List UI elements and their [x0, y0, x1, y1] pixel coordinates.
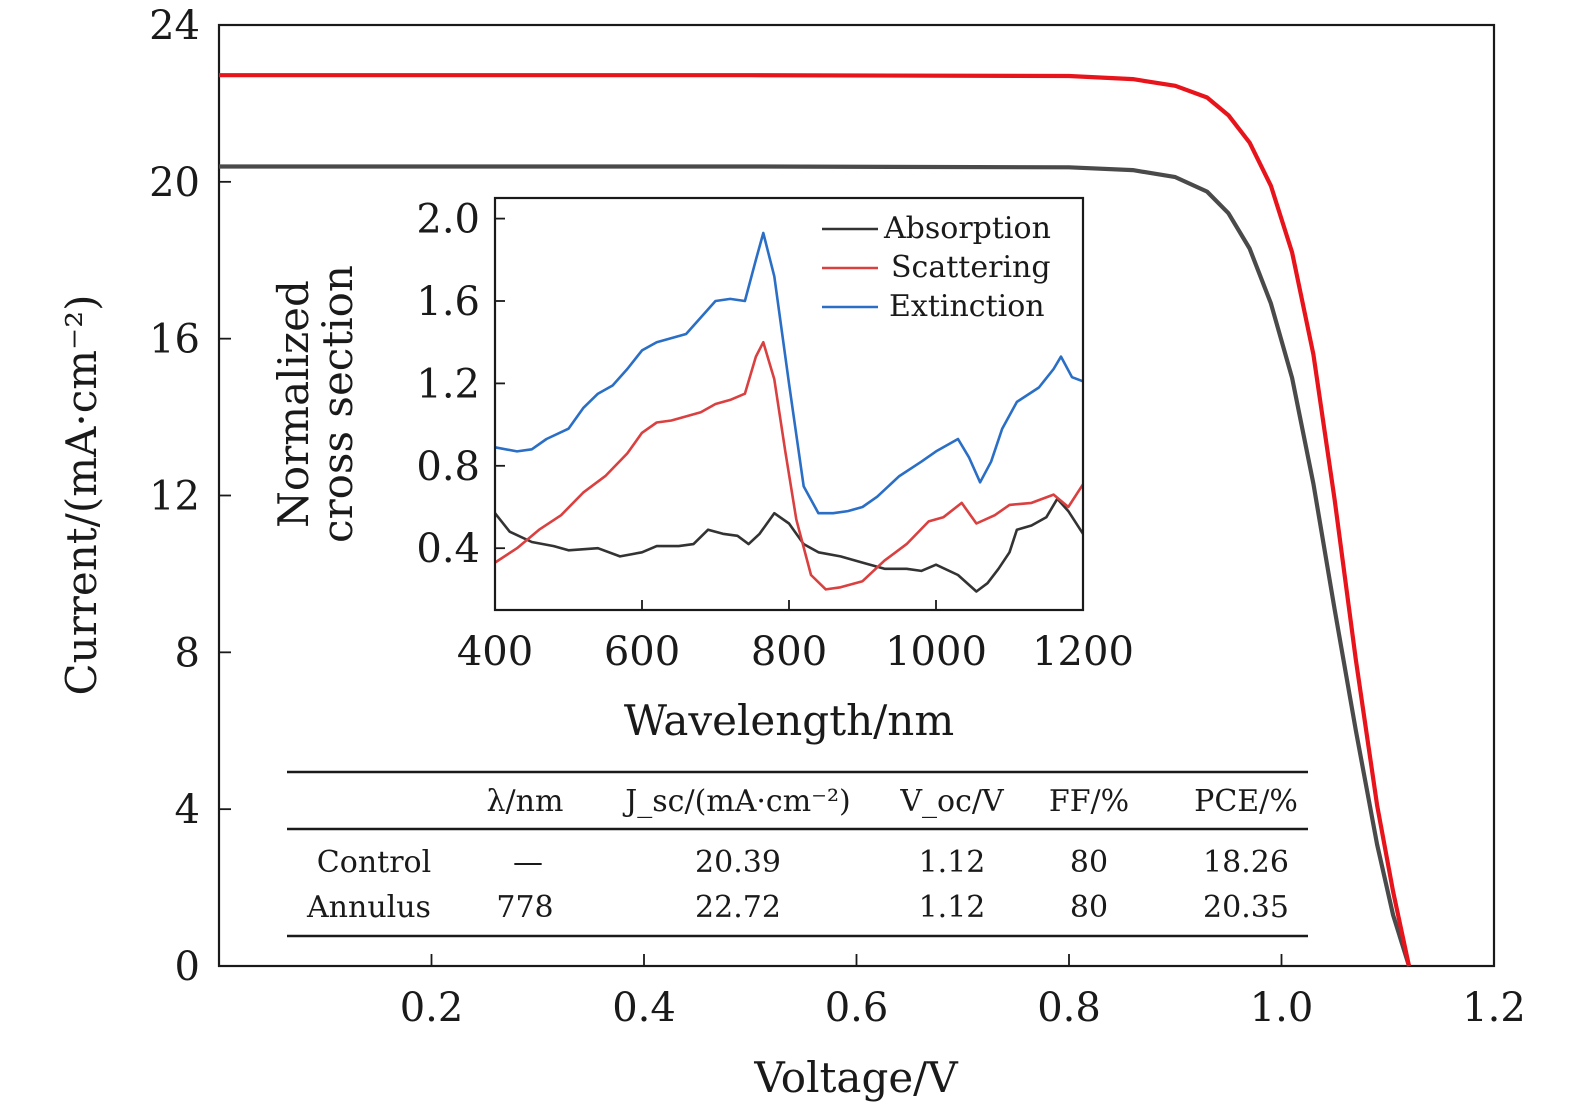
x-tick-label: 1.0 — [1250, 985, 1314, 1031]
table-header-ff: FF/% — [1049, 784, 1129, 819]
series-annulus-line — [219, 73, 1412, 967]
table-row-label: Annulus — [306, 890, 431, 925]
inset-y-tick-label: 1.6 — [416, 279, 480, 325]
inset-x-tick-label: 800 — [751, 629, 827, 675]
table-cell-pce: 18.26 — [1203, 845, 1289, 880]
inset-series-scattering-line — [494, 340, 1085, 591]
series-control-line — [219, 164, 1412, 967]
table-cell-voc: 1.12 — [919, 845, 986, 880]
inset-series-extinction-line — [494, 231, 1084, 515]
y-tick-label: 8 — [175, 630, 200, 676]
inset-x-tick-label: 400 — [457, 629, 533, 675]
table-row-label: Control — [317, 845, 431, 880]
table-header-jsc: J_sc/(mA·cm⁻²) — [622, 784, 851, 819]
table-cell-pce: 20.35 — [1203, 890, 1289, 925]
inset-y-axis-label-line1: Normalized — [269, 280, 318, 528]
inset-y-tick-label: 0.4 — [416, 526, 480, 572]
inset-y-tick-label: 2.0 — [416, 197, 480, 243]
table-cell-lambda: 778 — [496, 890, 553, 925]
y-tick-label: 12 — [149, 474, 200, 520]
inset-x-axis-label: Wavelength/nm — [624, 696, 954, 745]
y-tick-label: 20 — [149, 160, 200, 206]
table-cell-lambda: — — [513, 845, 543, 880]
main-y-axis-label: Current/(mA·cm⁻²) — [57, 295, 106, 696]
x-tick-label: 1.2 — [1462, 985, 1526, 1031]
table-cell-ff: 80 — [1070, 890, 1108, 925]
legend-label-absorption: Absorption — [883, 211, 1051, 246]
table-header-voc: V_oc/V — [899, 784, 1005, 819]
parameter-table: λ/nm J_sc/(mA·cm⁻²) V_oc/V FF/% PCE/% Co… — [287, 770, 1308, 938]
y-tick-label: 16 — [149, 317, 200, 363]
y-tick-label: 0 — [175, 944, 200, 990]
inset-x-tick-label: 600 — [604, 629, 680, 675]
table-cell-jsc: 20.39 — [695, 845, 781, 880]
legend-label-scattering: Scattering — [891, 250, 1051, 285]
table-header-pce: PCE/% — [1194, 784, 1298, 819]
main-ticks: 0.2 0.4 0.6 0.8 1.0 1.2 0 4 8 12 16 20 24 — [149, 3, 1526, 1031]
inset-y-tick-label: 0.8 — [416, 444, 480, 490]
main-series — [219, 73, 1412, 967]
y-tick-label: 4 — [175, 787, 200, 833]
x-tick-label: 0.6 — [825, 985, 889, 1031]
x-tick-label: 0.4 — [612, 985, 676, 1031]
inset-y-axis-label-line2: cross section — [313, 265, 362, 543]
legend-label-extinction: Extinction — [889, 289, 1045, 324]
inset-background — [495, 198, 1083, 610]
inset-ticks: 400 600 800 1000 1200 0.4 0.8 1.2 1.6 2.0 — [416, 197, 1134, 675]
x-tick-label: 0.8 — [1037, 985, 1101, 1031]
inset-x-tick-label: 1000 — [885, 629, 987, 675]
y-tick-label: 24 — [149, 3, 200, 49]
table-cell-jsc: 22.72 — [695, 890, 781, 925]
inset-legend: Absorption Scattering Extinction — [822, 211, 1051, 324]
x-tick-label: 0.2 — [400, 985, 464, 1031]
inset-y-tick-label: 1.2 — [416, 361, 480, 407]
inset-x-tick-label: 1200 — [1032, 629, 1134, 675]
main-x-axis-label: Voltage/V — [753, 1053, 958, 1102]
table-cell-voc: 1.12 — [919, 890, 986, 925]
table-cell-ff: 80 — [1070, 845, 1108, 880]
table-header-lambda: λ/nm — [487, 784, 564, 819]
inset-series — [493, 231, 1085, 593]
